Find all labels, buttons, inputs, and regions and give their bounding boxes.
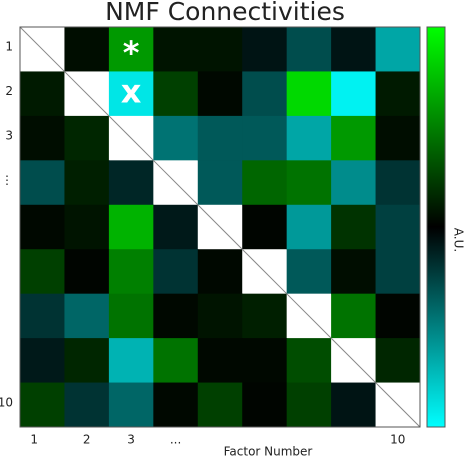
cell [20, 382, 65, 428]
cell [286, 115, 332, 161]
cell [331, 27, 377, 72]
cell [64, 293, 110, 339]
cell [108, 249, 154, 295]
cell [242, 115, 288, 161]
cell [64, 27, 110, 72]
y-tick-label: 1 [5, 40, 13, 54]
cell [153, 115, 199, 161]
cell [242, 204, 288, 250]
cell [153, 249, 199, 295]
cell [197, 338, 243, 384]
cell [64, 249, 110, 295]
cell [197, 71, 243, 117]
plot-frame [19, 26, 421, 428]
colorbar-label: A.U. [452, 228, 466, 252]
cell [242, 71, 288, 117]
cell [197, 160, 243, 206]
diagonal-line [330, 337, 376, 383]
y-tick-label: 2 [5, 84, 13, 98]
cell [286, 249, 332, 295]
x-tick-label: ... [170, 433, 181, 447]
cell [108, 338, 154, 384]
cell [64, 160, 110, 206]
diagonal-line [19, 26, 65, 72]
y-tick-label: 3 [5, 129, 13, 143]
cell [153, 204, 199, 250]
x-tick-label: 10 [390, 433, 405, 447]
diagonal-line [241, 248, 288, 295]
diagonal-line [108, 115, 154, 161]
y-tick-label: 10 [0, 395, 13, 409]
cell [286, 338, 332, 384]
cell [20, 160, 65, 206]
cell [153, 71, 199, 117]
cell [108, 160, 154, 206]
cell [20, 249, 65, 295]
chart-title: NMF Connectivities [105, 0, 345, 26]
cell [153, 27, 199, 72]
cell [331, 71, 377, 117]
cell [197, 27, 243, 72]
cell [242, 338, 288, 384]
cell [64, 382, 110, 428]
x-tick-label: 1 [30, 433, 38, 447]
cell [331, 160, 377, 206]
cell [242, 27, 288, 72]
annotation: x [121, 73, 142, 111]
diagonal-line [152, 159, 199, 206]
cell [286, 204, 332, 250]
cell [331, 204, 377, 250]
cell [197, 293, 243, 339]
cell [331, 249, 377, 295]
cell [153, 293, 199, 339]
cell [153, 382, 199, 428]
cell [286, 382, 332, 428]
cell [20, 204, 65, 250]
cell [20, 293, 65, 339]
cell [242, 293, 288, 339]
cell [286, 27, 332, 72]
cell [108, 293, 154, 339]
cell [108, 382, 154, 428]
x-axis-label: Factor Number [224, 445, 313, 459]
cell [197, 249, 243, 295]
cell [331, 115, 377, 161]
diagonal-line [375, 382, 421, 428]
cell [20, 338, 65, 384]
cell [375, 338, 421, 384]
cell [375, 160, 421, 206]
cell [197, 382, 243, 428]
cell [375, 71, 421, 117]
annotation: * [123, 34, 140, 72]
x-tick-label: 2 [83, 433, 91, 447]
cell [108, 71, 154, 117]
cell [153, 338, 199, 384]
cell [375, 249, 421, 295]
cell [108, 27, 154, 72]
cell [197, 115, 243, 161]
cell [64, 115, 110, 161]
cell [242, 382, 288, 428]
cell [331, 382, 377, 428]
cell [20, 71, 65, 117]
colorbar [426, 26, 446, 428]
cell [64, 338, 110, 384]
y-tick-label: ⋮ [1, 173, 13, 187]
cell [242, 160, 288, 206]
x-tick-label: 3 [127, 433, 135, 447]
cell [375, 115, 421, 161]
diagonal-line [64, 71, 110, 117]
cell [375, 204, 421, 250]
cell [286, 71, 332, 117]
cell [64, 204, 110, 250]
cell [375, 27, 421, 72]
diagonal-line [286, 293, 332, 339]
cell [108, 204, 154, 250]
cell [331, 293, 377, 339]
cell [375, 293, 421, 339]
diagonal-line [197, 204, 243, 250]
cell [286, 160, 332, 206]
cell [20, 115, 65, 161]
